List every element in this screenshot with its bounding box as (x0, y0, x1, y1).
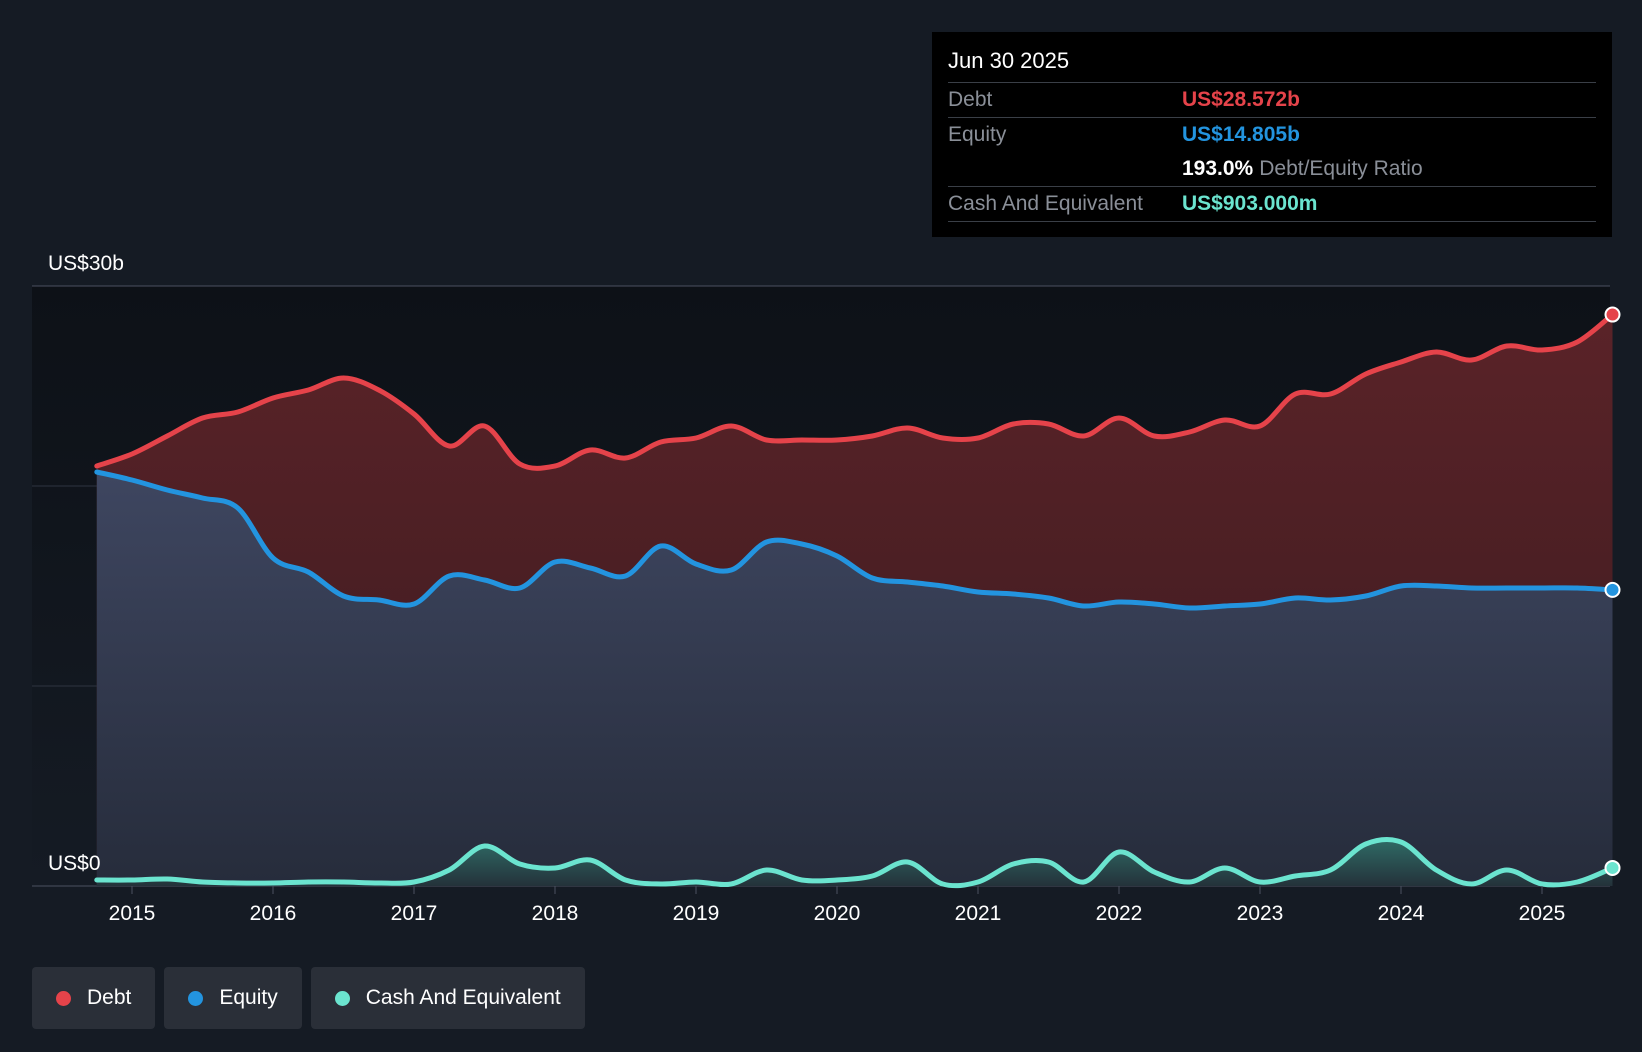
equity-area (96, 472, 1613, 886)
x-tick-label: 2023 (1237, 902, 1284, 925)
tooltip-cash-label: Cash And Equivalent (948, 192, 1143, 215)
debt-dot-icon (56, 990, 71, 1006)
tooltip-date: Jun 30 2025 (948, 46, 1596, 83)
tooltip-debt-value: US$28.572b (1182, 88, 1300, 111)
series-areas (96, 314, 1613, 887)
tooltip-debt-row: Debt US$28.572b (948, 83, 1596, 118)
legend-cash-label: Cash And Equivalent (365, 986, 561, 1009)
x-axis-ticks: 2015 2016 2017 2018 2019 2020 2021 2022 2023 2024… (109, 886, 1566, 925)
tooltip-panel: Jun 30 2025 Debt US$28.572b Equity US$14… (932, 32, 1612, 237)
tooltip-equity-label: Equity (948, 123, 1007, 146)
x-tick-label: 2020 (814, 902, 861, 925)
equity-line (94, 469, 1615, 611)
legend-item-equity[interactable]: Equity (164, 967, 302, 1029)
x-tick-label: 2016 (250, 902, 297, 925)
y-tick-top: US$30b (48, 252, 124, 275)
series-lines (94, 312, 1615, 889)
x-tick-label: 2025 (1519, 902, 1566, 925)
tooltip-equity-row: Equity US$14.805b (948, 118, 1596, 152)
cash-dot-icon (334, 990, 350, 1006)
equity-dot-icon (188, 990, 204, 1006)
debt-line (94, 312, 1615, 471)
x-tick-label: 2022 (1096, 902, 1143, 925)
tooltip-equity-value: US$14.805b (1182, 123, 1300, 146)
end-markers (1604, 306, 1621, 876)
tooltip-ratio-value: 193.0% (1182, 157, 1254, 180)
legend-debt-label: Debt (87, 986, 132, 1009)
cash-line (94, 837, 1615, 889)
cash-end-marker (1604, 859, 1621, 876)
y-tick-bottom: US$0 (48, 852, 101, 875)
debt-end-marker (1604, 306, 1621, 323)
tooltip-debt-label: Debt (948, 88, 993, 111)
legend-item-debt[interactable]: Debt (32, 967, 156, 1029)
x-tick-label: 2019 (673, 902, 720, 925)
tooltip-cash-row: Cash And Equivalent US$903.000m (948, 187, 1596, 222)
tooltip-cash-value: US$903.000m (1182, 192, 1318, 215)
x-tick-label: 2018 (532, 902, 579, 925)
legend-item-cash[interactable]: Cash And Equivalent (310, 967, 585, 1029)
equity-end-marker (1604, 581, 1621, 598)
tooltip-ratio-label: Debt/Equity Ratio (1259, 157, 1423, 180)
x-tick-label: 2017 (391, 902, 438, 925)
legend: Debt Equity Cash And Equivalent (32, 967, 585, 1029)
x-tick-label: 2021 (955, 902, 1002, 925)
x-tick-label: 2024 (1378, 902, 1425, 925)
tooltip-ratio-row: 193.0% Debt/Equity Ratio (948, 152, 1596, 187)
x-tick-label: 2015 (109, 902, 156, 925)
legend-equity-label: Equity (219, 986, 278, 1009)
